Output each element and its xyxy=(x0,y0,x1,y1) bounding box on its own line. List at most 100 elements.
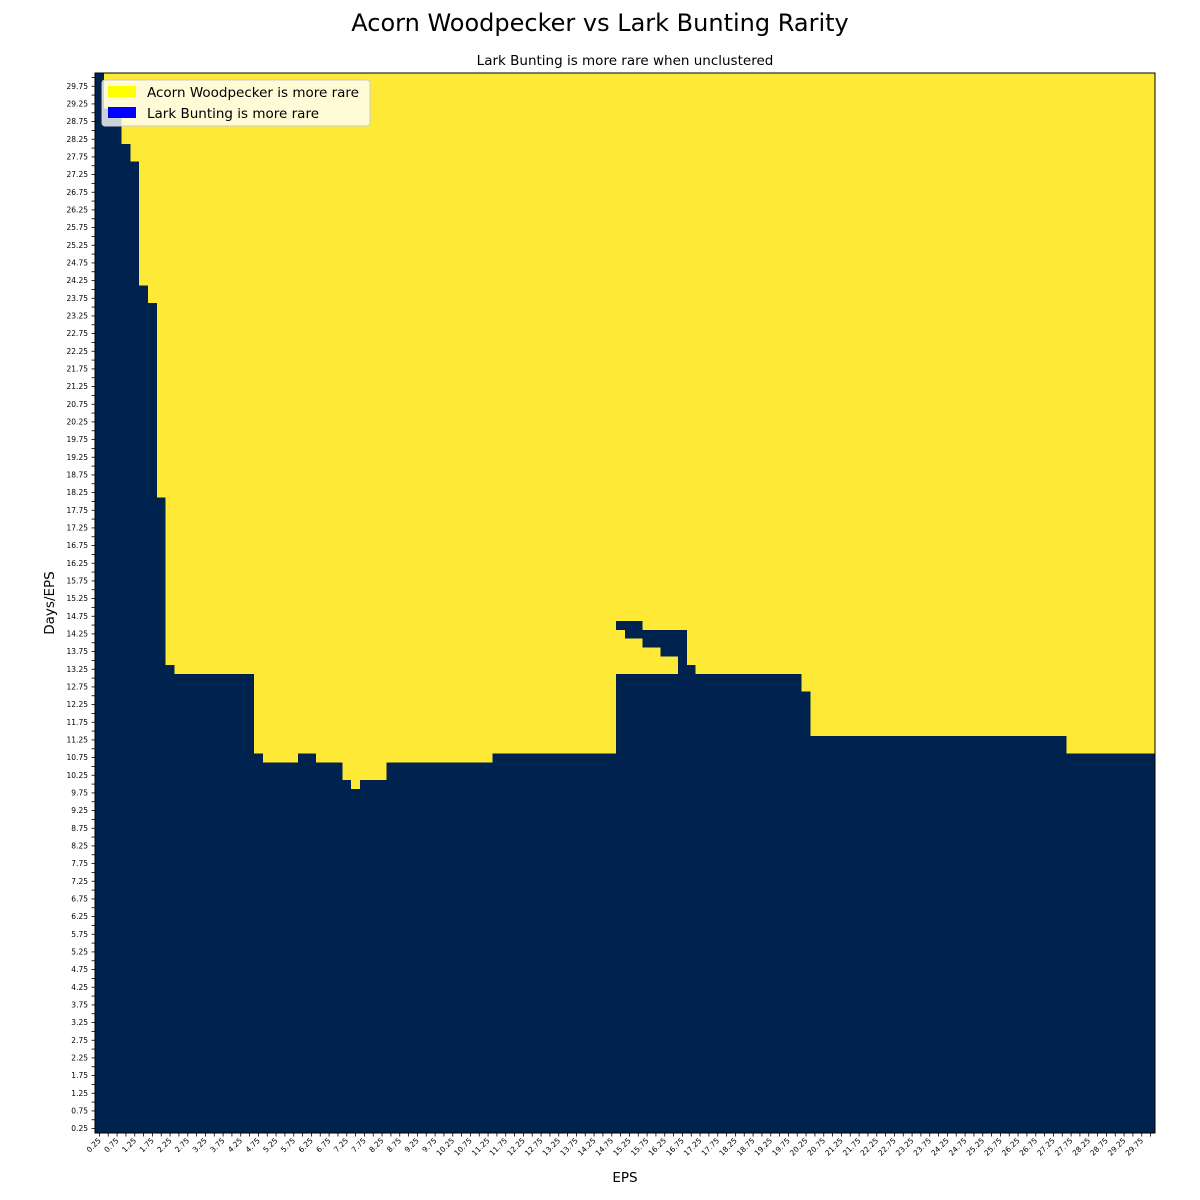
heatmap-cell xyxy=(263,365,272,374)
heatmap-cell xyxy=(228,577,237,586)
heatmap-cell xyxy=(104,797,113,806)
heatmap-cell xyxy=(334,877,343,886)
heatmap-cell xyxy=(448,1009,457,1018)
heatmap-cell xyxy=(440,232,449,241)
heatmap-cell xyxy=(378,824,387,833)
heatmap-cell xyxy=(192,188,201,197)
heatmap-cell xyxy=(387,435,396,444)
heatmap-cell xyxy=(281,400,290,409)
heatmap-cell xyxy=(122,1001,131,1010)
heatmap-cell xyxy=(201,780,210,789)
heatmap-cell xyxy=(157,471,166,480)
heatmap-cell xyxy=(236,930,245,939)
heatmap-cell xyxy=(166,912,175,921)
heatmap-cell xyxy=(395,621,404,630)
heatmap-cell xyxy=(378,577,387,586)
heatmap-cell xyxy=(351,382,360,391)
heatmap-cell xyxy=(298,267,307,276)
heatmap-cell xyxy=(369,126,378,135)
heatmap-cell xyxy=(148,992,157,1001)
heatmap-cell xyxy=(281,638,290,647)
heatmap-cell xyxy=(175,541,184,550)
heatmap-cell xyxy=(387,1062,396,1071)
heatmap-cell xyxy=(413,444,422,453)
heatmap-cell xyxy=(413,276,422,285)
heatmap-cell xyxy=(175,170,184,179)
heatmap-cell xyxy=(95,948,104,957)
heatmap-cell xyxy=(413,197,422,206)
heatmap-cell xyxy=(157,1098,166,1107)
heatmap-cell xyxy=(175,850,184,859)
heatmap-cell xyxy=(113,674,122,683)
heatmap-cell xyxy=(413,347,422,356)
heatmap-cell xyxy=(263,550,272,559)
heatmap-cell xyxy=(254,859,263,868)
heatmap-cell xyxy=(298,1098,307,1107)
heatmap-cell xyxy=(157,506,166,515)
heatmap-cell xyxy=(219,656,228,665)
heatmap-cell xyxy=(254,1089,263,1098)
heatmap-cell xyxy=(175,983,184,992)
heatmap-cell xyxy=(219,1124,228,1133)
heatmap-cell xyxy=(334,1080,343,1089)
heatmap-cell xyxy=(130,912,139,921)
heatmap-cell xyxy=(272,444,281,453)
heatmap-cell xyxy=(228,515,237,524)
heatmap-cell xyxy=(281,479,290,488)
heatmap-cell xyxy=(219,303,228,312)
heatmap-cell xyxy=(166,903,175,912)
heatmap-cell xyxy=(130,886,139,895)
heatmap-cell xyxy=(413,603,422,612)
heatmap-cell xyxy=(254,241,263,250)
heatmap-cell xyxy=(448,462,457,471)
heatmap-cell xyxy=(387,974,396,983)
heatmap-cell xyxy=(395,1045,404,1054)
heatmap-cell xyxy=(298,877,307,886)
heatmap-cell xyxy=(298,753,307,762)
heatmap-cell xyxy=(113,771,122,780)
heatmap-cell xyxy=(298,1027,307,1036)
heatmap-cell xyxy=(113,532,122,541)
heatmap-cell xyxy=(351,267,360,276)
heatmap-cell xyxy=(157,144,166,153)
heatmap-cell xyxy=(281,1018,290,1027)
heatmap-cell xyxy=(272,603,281,612)
heatmap-cell xyxy=(263,320,272,329)
heatmap-cell xyxy=(113,700,122,709)
heatmap-cell xyxy=(130,153,139,162)
heatmap-cell xyxy=(360,700,369,709)
heatmap-cell xyxy=(378,365,387,374)
heatmap-cell xyxy=(360,453,369,462)
heatmap-cell xyxy=(192,886,201,895)
heatmap-cell xyxy=(325,674,334,683)
heatmap-cell xyxy=(210,674,219,683)
heatmap-cell xyxy=(113,630,122,639)
heatmap-cell xyxy=(130,294,139,303)
heatmap-cell xyxy=(378,1045,387,1054)
heatmap-cell xyxy=(413,585,422,594)
heatmap-cell xyxy=(316,223,325,232)
heatmap-cell xyxy=(360,921,369,930)
heatmap-cell xyxy=(289,956,298,965)
heatmap-cell xyxy=(183,850,192,859)
heatmap-cell xyxy=(228,462,237,471)
heatmap-cell xyxy=(228,497,237,506)
heatmap-cell xyxy=(378,135,387,144)
heatmap-cell xyxy=(228,603,237,612)
heatmap-cell xyxy=(201,206,210,215)
heatmap-cell xyxy=(245,559,254,568)
heatmap-cell xyxy=(175,956,184,965)
heatmap-cell xyxy=(395,691,404,700)
heatmap-cell xyxy=(254,727,263,736)
heatmap-cell xyxy=(342,683,351,692)
heatmap-cell xyxy=(448,815,457,824)
heatmap-cell xyxy=(210,206,219,215)
heatmap-cell xyxy=(113,744,122,753)
heatmap-cell xyxy=(281,223,290,232)
heatmap-cell xyxy=(95,276,104,285)
heatmap-cell xyxy=(192,903,201,912)
heatmap-cell xyxy=(342,656,351,665)
heatmap-cell xyxy=(210,347,219,356)
heatmap-cell xyxy=(166,806,175,815)
heatmap-cell xyxy=(395,1036,404,1045)
